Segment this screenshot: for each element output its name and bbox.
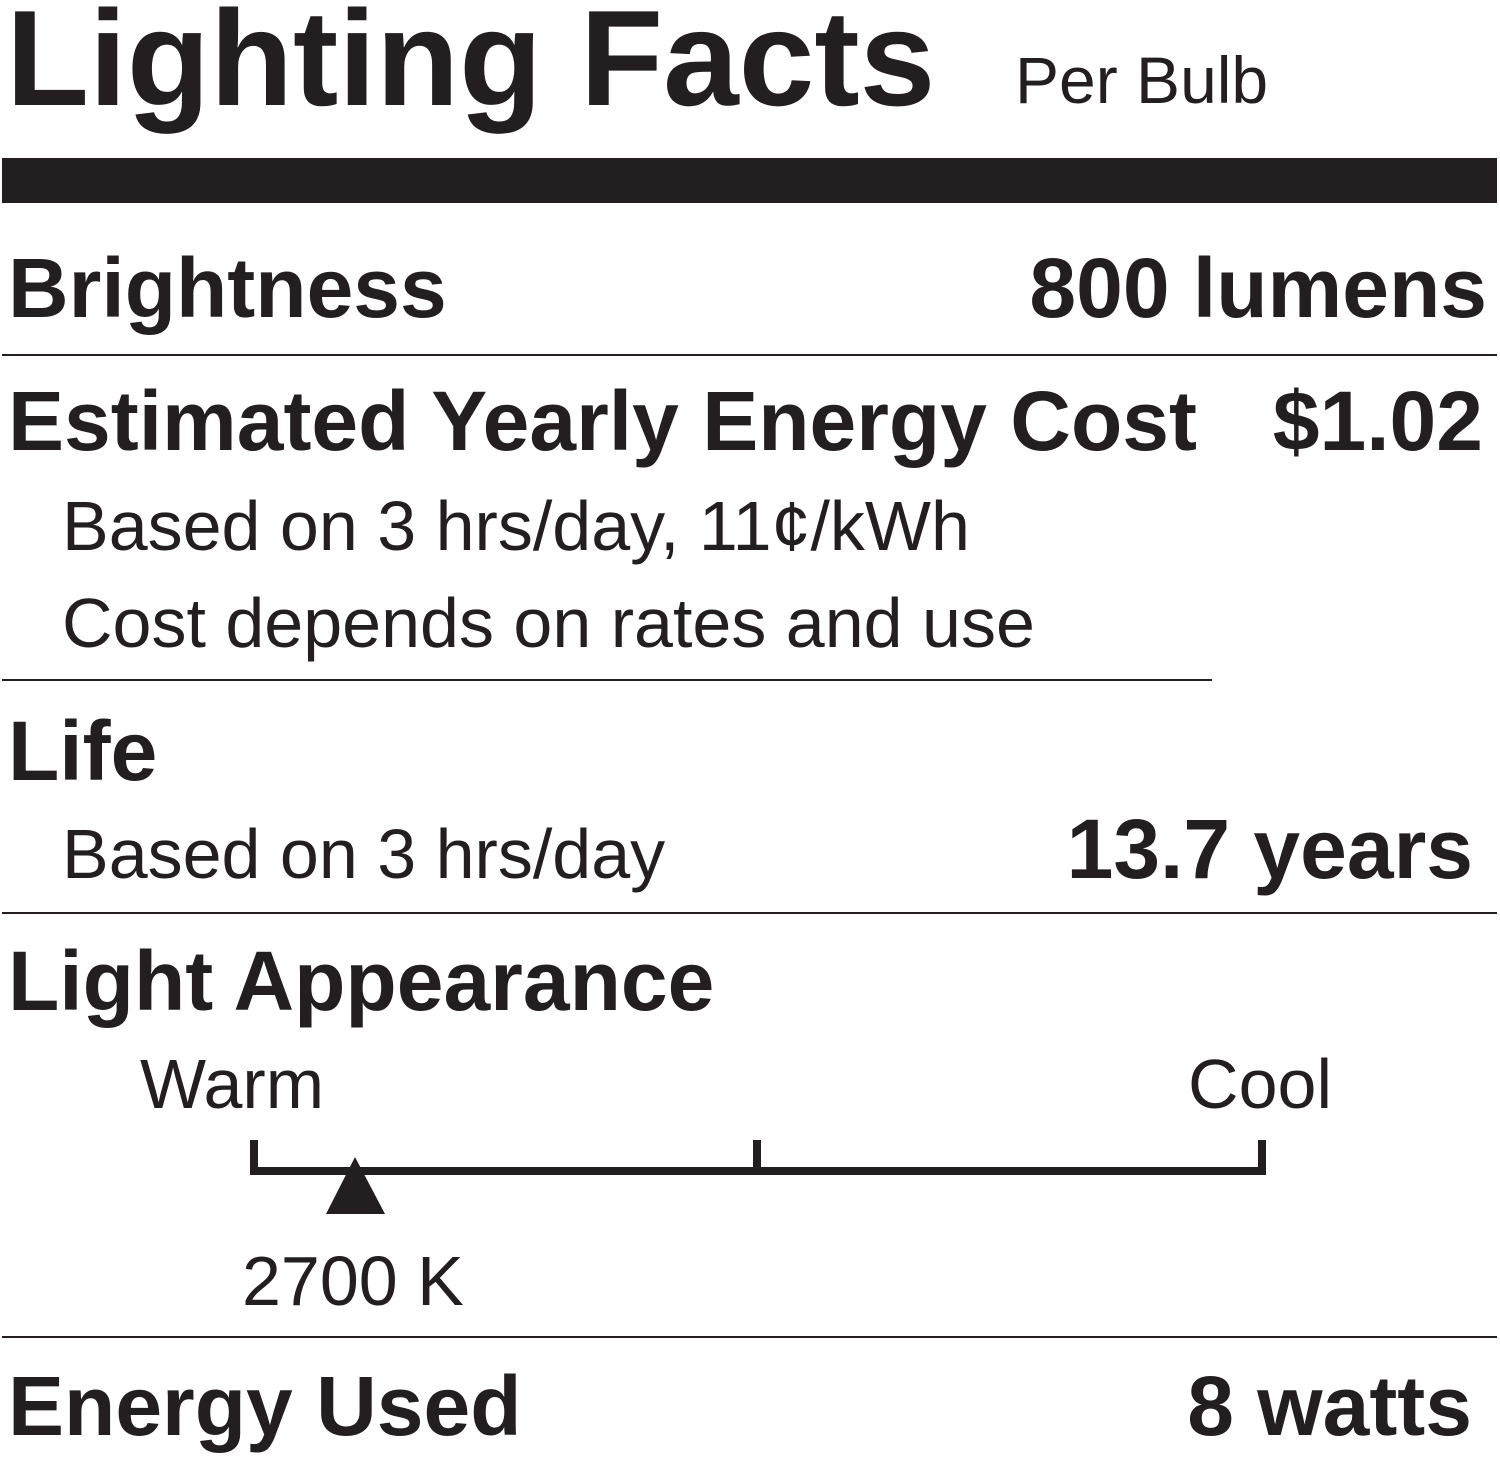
energy-value: 8 watts — [1187, 1359, 1472, 1453]
energy-label: Energy Used — [8, 1359, 522, 1453]
subtitle: Per Bulb — [1015, 43, 1268, 117]
thick-bar — [2, 158, 1497, 203]
scale-marker — [326, 1157, 385, 1214]
color-scale — [250, 1140, 1266, 1175]
cost-label: Estimated Yearly Energy Cost — [8, 374, 1197, 468]
brightness-value: 800 lumens — [1029, 241, 1487, 335]
life-value: 13.7 years — [1067, 802, 1473, 896]
cost-note: Based on 3 hrs/day, 11¢/kWh — [62, 487, 970, 565]
life-note: Based on 3 hrs/day — [62, 815, 665, 893]
appearance-label: Light Appearance — [8, 934, 714, 1028]
warm-label: Warm — [140, 1045, 324, 1123]
cool-label: Cool — [1188, 1045, 1332, 1123]
brightness-label: Brightness — [8, 241, 447, 335]
cost-note: Cost depends on rates and use — [62, 584, 1035, 662]
cost-value: $1.02 — [1273, 374, 1483, 468]
title: Lighting Facts — [6, 0, 935, 134]
appearance-value: 2700 K — [242, 1242, 464, 1320]
life-label: Life — [8, 704, 157, 798]
